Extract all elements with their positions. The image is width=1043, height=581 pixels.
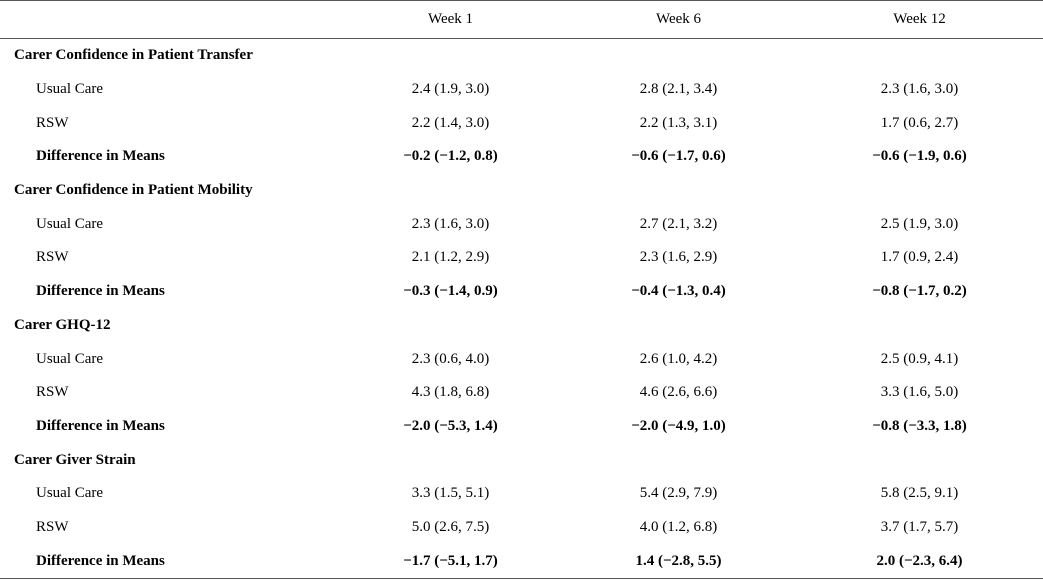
cell-week-1: 5.0 (2.6, 7.5)	[411, 518, 490, 535]
row-label: Usual Care	[36, 350, 104, 367]
row-label: RSW	[36, 114, 69, 131]
section-title: Carer Confidence in Patient Mobility	[14, 182, 253, 199]
cell-week-6: 2.7 (2.1, 3.2)	[639, 215, 718, 232]
header-week-12: Week 12	[893, 11, 946, 27]
section-title: Carer GHQ-12	[14, 316, 111, 333]
table-row: RSW 4.3 (1.8, 6.8) 4.6 (2.6, 6.6) 3.3 (1…	[0, 376, 1043, 410]
cell-week-1: 3.3 (1.5, 5.1)	[411, 485, 490, 502]
section-title: Carer Giver Strain	[14, 451, 136, 468]
cell-week-6: 4.6 (2.6, 6.6)	[639, 384, 718, 401]
cell-week-6: −2.0 (−4.9, 1.0)	[631, 417, 726, 434]
row-label: Usual Care	[36, 215, 104, 232]
cell-week-6: 4.0 (1.2, 6.8)	[639, 518, 718, 535]
table-row: Usual Care 2.3 (1.6, 3.0) 2.7 (2.1, 3.2)…	[0, 207, 1043, 241]
cell-week-12: 3.7 (1.7, 5.7)	[880, 518, 959, 535]
row-label: Difference in Means	[36, 148, 165, 165]
header-row: Week 1 Week 6 Week 12	[0, 0, 1043, 39]
section-title: Carer Confidence in Patient Transfer	[14, 47, 253, 64]
header-blank	[0, 1, 340, 39]
table-row: Usual Care 2.4 (1.9, 3.0) 2.8 (2.1, 3.4)…	[0, 73, 1043, 107]
row-label: RSW	[36, 518, 69, 535]
section-row: Carer GHQ-12	[0, 309, 1043, 343]
header-week-6: Week 6	[655, 11, 702, 27]
cell-week-6: 2.2 (1.3, 3.1)	[639, 114, 718, 131]
row-label: Difference in Means	[36, 283, 165, 300]
cell-week-12: 3.3 (1.6, 5.0)	[880, 384, 959, 401]
row-label: RSW	[36, 249, 69, 266]
table-row: RSW 2.2 (1.4, 3.0) 2.2 (1.3, 3.1) 1.7 (0…	[0, 106, 1043, 140]
cell-week-1: 2.3 (0.6, 4.0)	[411, 350, 490, 367]
cell-week-1: −0.2 (−1.2, 0.8)	[403, 148, 498, 165]
cell-week-12: 1.7 (0.6, 2.7)	[880, 114, 959, 131]
cell-week-1: 2.4 (1.9, 3.0)	[411, 81, 490, 98]
cell-week-6: 1.4 (−2.8, 5.5)	[635, 552, 722, 569]
row-label: Difference in Means	[36, 552, 165, 569]
row-label: Usual Care	[36, 485, 104, 502]
table-row: Usual Care 2.3 (0.6, 4.0) 2.6 (1.0, 4.2)…	[0, 342, 1043, 376]
row-label: Difference in Means	[36, 417, 165, 434]
section-row: Carer Giver Strain	[0, 443, 1043, 477]
row-label: Usual Care	[36, 81, 104, 98]
cell-week-1: −1.7 (−5.1, 1.7)	[403, 552, 498, 569]
cell-week-1: −0.3 (−1.4, 0.9)	[403, 283, 498, 300]
cell-week-12: −0.8 (−3.3, 1.8)	[872, 417, 967, 434]
cell-week-12: 2.0 (−2.3, 6.4)	[876, 552, 963, 569]
difference-row: Difference in Means −0.2 (−1.2, 0.8) −0.…	[0, 140, 1043, 174]
cell-week-12: 5.8 (2.5, 9.1)	[880, 485, 959, 502]
section-row: Carer Confidence in Patient Transfer	[0, 39, 1043, 73]
cell-week-1: −2.0 (−5.3, 1.4)	[403, 417, 498, 434]
cell-week-6: 2.8 (2.1, 3.4)	[639, 81, 718, 98]
cell-week-6: 2.3 (1.6, 2.9)	[639, 249, 718, 266]
table-row: RSW 2.1 (1.2, 2.9) 2.3 (1.6, 2.9) 1.7 (0…	[0, 241, 1043, 275]
table-row: RSW 5.0 (2.6, 7.5) 4.0 (1.2, 6.8) 3.7 (1…	[0, 511, 1043, 545]
cell-week-12: 1.7 (0.9, 2.4)	[880, 249, 959, 266]
difference-row: Difference in Means −0.3 (−1.4, 0.9) −0.…	[0, 275, 1043, 309]
cell-week-12: 2.5 (0.9, 4.1)	[880, 350, 959, 367]
cell-week-1: 4.3 (1.8, 6.8)	[411, 384, 490, 401]
cell-week-6: 2.6 (1.0, 4.2)	[639, 350, 718, 367]
table-row: Usual Care 3.3 (1.5, 5.1) 5.4 (2.9, 7.9)…	[0, 477, 1043, 511]
cell-week-1: 2.1 (1.2, 2.9)	[411, 249, 490, 266]
row-label: RSW	[36, 384, 69, 401]
cell-week-6: −0.4 (−1.3, 0.4)	[631, 283, 726, 300]
cell-week-1: 2.3 (1.6, 3.0)	[411, 215, 490, 232]
difference-row: Difference in Means −2.0 (−5.3, 1.4) −2.…	[0, 410, 1043, 444]
cell-week-12: −0.8 (−1.7, 0.2)	[872, 283, 967, 300]
cell-week-6: −0.6 (−1.7, 0.6)	[631, 148, 726, 165]
cell-week-6: 5.4 (2.9, 7.9)	[639, 485, 718, 502]
cell-week-12: −0.6 (−1.9, 0.6)	[872, 148, 967, 165]
difference-row: Difference in Means −1.7 (−5.1, 1.7) 1.4…	[0, 544, 1043, 579]
cell-week-12: 2.5 (1.9, 3.0)	[880, 215, 959, 232]
cell-week-1: 2.2 (1.4, 3.0)	[411, 114, 490, 131]
section-row: Carer Confidence in Patient Mobility	[0, 174, 1043, 208]
header-week-1: Week 1	[427, 11, 474, 27]
cell-week-12: 2.3 (1.6, 3.0)	[880, 81, 959, 98]
